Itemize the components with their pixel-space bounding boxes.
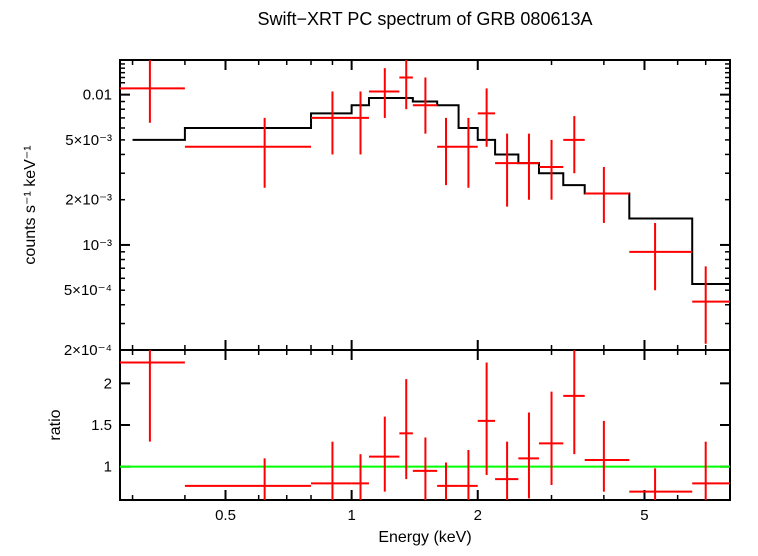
ratio-point	[352, 454, 369, 500]
ratio-point	[413, 438, 437, 501]
ratio-point	[585, 421, 630, 492]
data-point	[518, 134, 539, 200]
data-point	[311, 91, 352, 154]
y-tick-label: 2×10⁻³	[65, 192, 112, 209]
ratio-point	[692, 442, 730, 500]
x-tick-label: 1	[347, 507, 355, 524]
data-point	[495, 134, 518, 207]
data-point	[563, 116, 584, 173]
ratio-point	[437, 463, 458, 501]
data-point	[120, 60, 185, 123]
data-point	[539, 140, 563, 200]
data-point	[413, 78, 437, 134]
y-tick-label: 10⁻³	[82, 237, 112, 254]
y-tick-label: 5×10⁻³	[65, 132, 112, 149]
x-axis-label: Energy (keV)	[378, 529, 471, 546]
ratio-point	[311, 442, 352, 500]
ratio-point	[518, 413, 539, 499]
y-tick-label: 2	[104, 375, 112, 392]
model-step-line	[133, 98, 730, 284]
ratio-point	[120, 350, 185, 442]
data-point	[437, 118, 458, 185]
ratio-point	[399, 379, 412, 479]
chart-title: Swift−XRT PC spectrum of GRB 080613A	[258, 9, 593, 29]
chart-svg: Swift−XRT PC spectrum of GRB 080613A 0.5 1…	[0, 0, 758, 556]
data-point	[352, 91, 369, 154]
y-tick-label: 5×10⁻⁴	[64, 282, 112, 299]
y-tick-label: 2×10⁻⁴	[64, 342, 112, 359]
data-point	[585, 167, 630, 223]
ratio-point	[478, 363, 495, 476]
data-point	[478, 88, 495, 146]
ratio-point	[539, 392, 563, 485]
x-tick-label: 5	[640, 507, 648, 524]
data-point	[629, 223, 692, 290]
x-tick-label: 0.5	[215, 507, 236, 524]
x-tick-label: 2	[474, 507, 482, 524]
data-point	[399, 60, 412, 109]
ratio-point	[495, 442, 518, 500]
ratio-point	[629, 468, 692, 500]
data-point	[369, 68, 399, 118]
ratio-point	[185, 458, 311, 500]
spectrum-chart: Swift−XRT PC spectrum of GRB 080613A 0.5 1…	[0, 0, 758, 556]
y-tick-label: 1.5	[91, 417, 112, 434]
ratio-point	[563, 350, 584, 454]
y-tick-label: 0.01	[83, 87, 112, 104]
y-axis-label-bottom: ratio	[47, 409, 64, 440]
ratio-point	[369, 417, 399, 492]
data-point	[692, 266, 730, 343]
y-tick-label: 1	[104, 459, 112, 476]
ratio-point	[459, 450, 478, 500]
y-axis-label-top: counts s⁻¹ keV⁻¹	[22, 145, 39, 264]
